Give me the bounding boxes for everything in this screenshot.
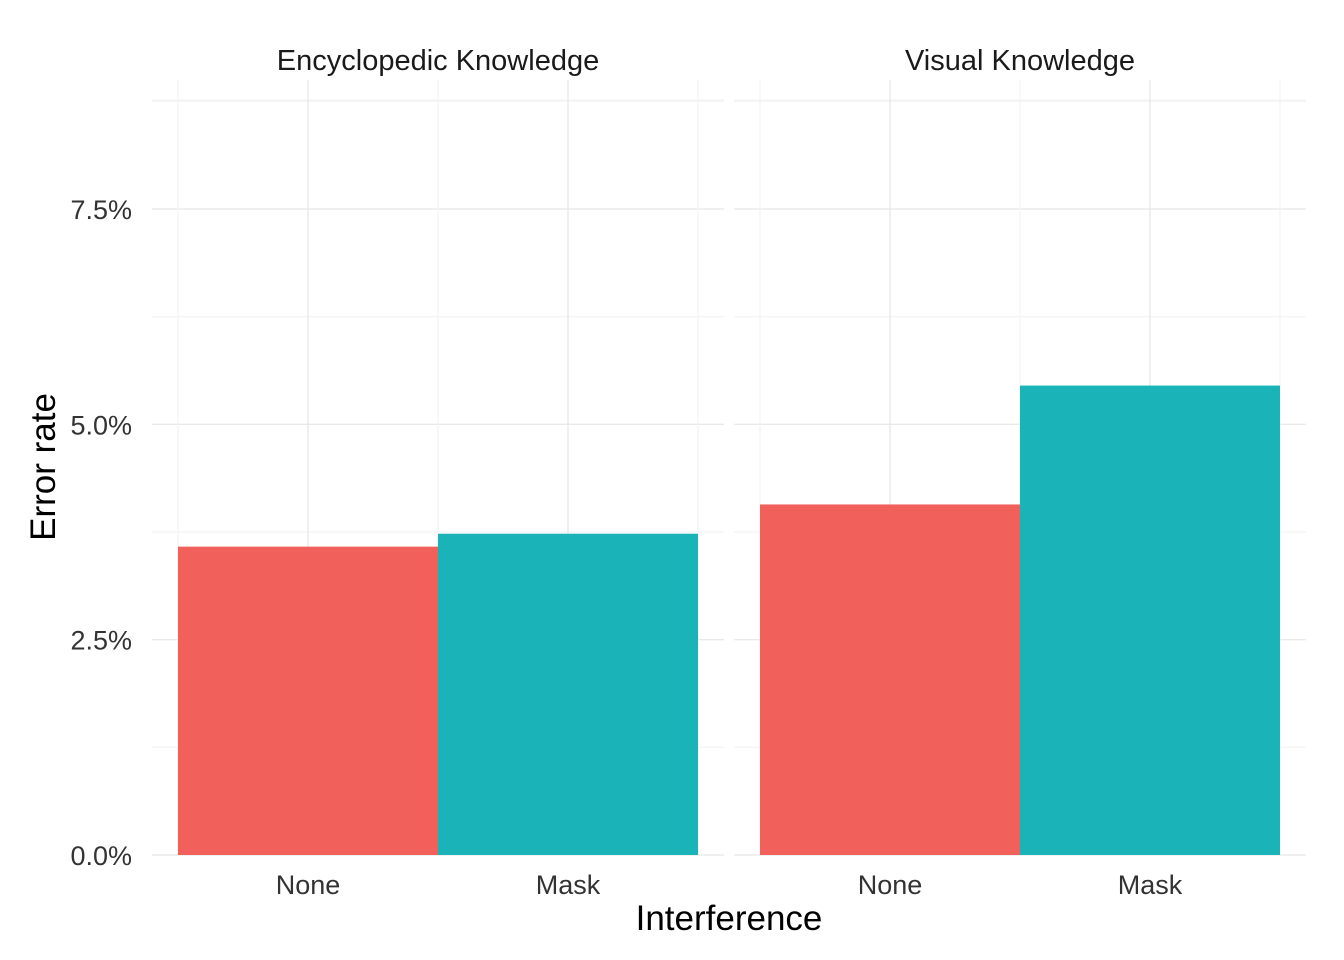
y-axis-title: Error rate [24,393,63,541]
bar-layer [178,385,1280,855]
y-tick-label: 2.5% [70,626,132,656]
bar-none-encyclopedic [178,546,438,855]
x-tick-label: None [276,870,341,900]
x-axis-title: Interference [636,899,823,938]
x-tick-label: Mask [536,870,601,900]
facet-title: Encyclopedic Knowledge [277,45,599,77]
bar-mask-visual [1020,385,1280,855]
y-tick-label: 0.0% [70,841,132,871]
bar-mask-encyclopedic [438,533,698,855]
bar-none-visual [760,504,1020,855]
x-tick-label: None [858,870,923,900]
label-layer: None Mask Encyclopedic Knowledge None Mask Vi… [70,45,1182,900]
facet-title: Visual Knowledge [905,45,1135,77]
x-tick-label: Mask [1118,870,1183,900]
y-tick-label: 7.5% [70,195,132,225]
y-tick-label: 5.0% [70,410,132,440]
